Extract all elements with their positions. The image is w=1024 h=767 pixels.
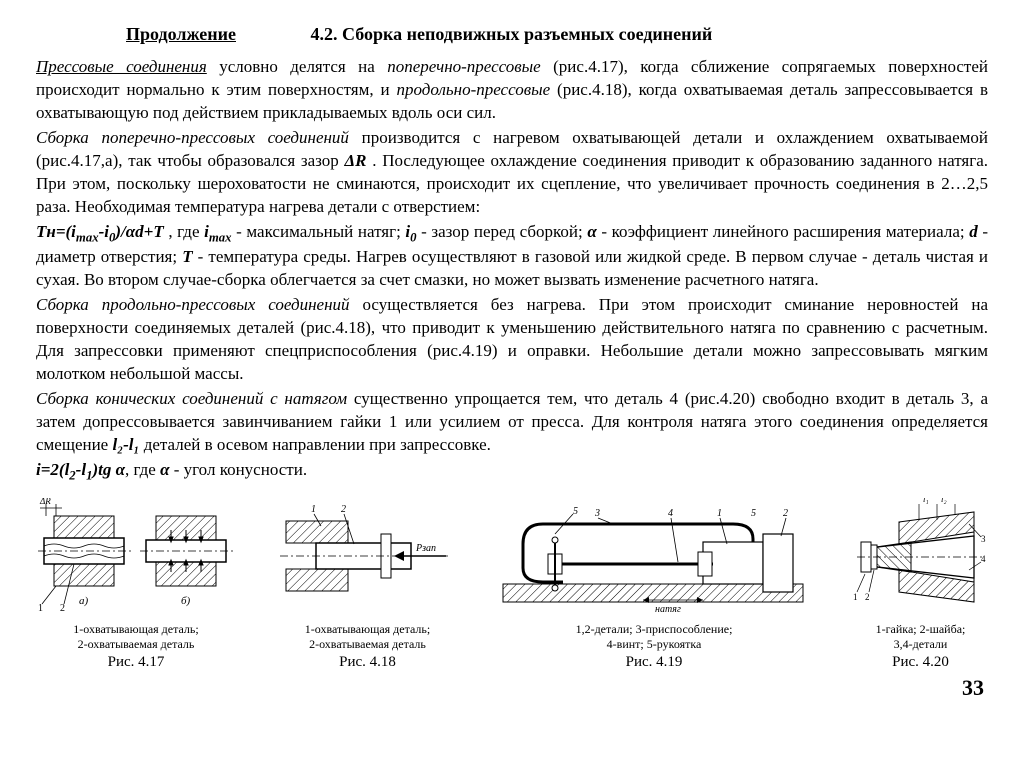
title-section: 4.2. Сборка неподвижных разъемных соедин… bbox=[311, 22, 713, 46]
text: - угол конусности. bbox=[169, 460, 307, 479]
term-transverse-assembly: Сборка поперечно-прессовых соединений bbox=[36, 128, 349, 147]
sym-alpha: α bbox=[587, 222, 596, 241]
figure-4-17-svg: ΔR 1 2 а) bbox=[36, 498, 236, 618]
text: , где bbox=[125, 460, 160, 479]
page-title: Продолжение 4.2. Сборка неподвижных разъ… bbox=[36, 22, 988, 46]
formula-i: i=2(l2-l1)tg α bbox=[36, 460, 125, 479]
term-transverse: поперечно-прессовые bbox=[387, 57, 541, 76]
term-longitudinal-assembly: Сборка продольно-прессовых соединений bbox=[36, 295, 350, 314]
figure-4-19-legend: 1,2-детали; 3-приспособление; 4-винт; 5-… bbox=[499, 622, 809, 651]
svg-text:2: 2 bbox=[865, 592, 870, 602]
svg-text:2: 2 bbox=[341, 504, 346, 515]
svg-text:l₂: l₂ bbox=[941, 498, 947, 504]
figure-4-18-legend: 1-охватывающая деталь; 2-охватываемая де… bbox=[280, 622, 455, 651]
figure-4-20: l₁ l₂ 1 2 3 4 1-гайка; 2-шайба; 3,4-дета… bbox=[853, 498, 988, 671]
text: - коэффициент линейного расширения матер… bbox=[597, 222, 969, 241]
svg-text:5: 5 bbox=[573, 506, 578, 517]
text: - максимальный натяг; bbox=[232, 222, 406, 241]
paragraph-1: Прессовые соединения условно делятся на … bbox=[36, 56, 988, 125]
figure-4-17-label: Рис. 4.17 bbox=[36, 653, 236, 671]
figure-4-19-svg: 3 4 5 5 1 2 натяг bbox=[499, 498, 809, 618]
svg-text:натяг: натяг bbox=[655, 604, 681, 615]
term-longitudinal: продольно-прессовые bbox=[397, 80, 551, 99]
paragraph-4: Сборка продольно-прессовых соединений ос… bbox=[36, 294, 988, 386]
text: условно делятся на bbox=[207, 57, 387, 76]
sym-delta-r: ΔR bbox=[344, 151, 366, 170]
figure-4-19-label: Рис. 4.19 bbox=[499, 653, 809, 671]
svg-text:3: 3 bbox=[981, 534, 986, 544]
paragraph-6: i=2(l2-l1)tg α, где α - угол конусности. bbox=[36, 459, 988, 485]
sym-i0: i0 bbox=[405, 222, 416, 241]
svg-text:а): а) bbox=[79, 595, 89, 607]
figure-4-20-legend: 1-гайка; 2-шайба; 3,4-детали bbox=[853, 622, 988, 651]
sym-l2l1: l₂-l₁ bbox=[112, 435, 139, 454]
figure-4-20-svg: l₁ l₂ 1 2 3 4 bbox=[853, 498, 988, 618]
sym-t: T bbox=[182, 247, 192, 266]
term-press-joints: Прессовые соединения bbox=[36, 57, 207, 76]
text: , где bbox=[164, 222, 204, 241]
figure-4-17: ΔR 1 2 а) bbox=[36, 498, 236, 671]
figure-4-17-legend: 1-охватывающая деталь; 2-охватываемая де… bbox=[36, 622, 236, 651]
term-conical-assembly: Сборка конических соединений с натягом bbox=[36, 389, 347, 408]
paragraph-formula: Tн=(imax-i0)/αd+T , где imax - максималь… bbox=[36, 221, 988, 292]
svg-text:б): б) bbox=[181, 595, 191, 607]
formula-tn: Tн=(imax-i0)/αd+T bbox=[36, 222, 164, 241]
svg-text:1: 1 bbox=[717, 508, 722, 519]
figure-4-20-label: Рис. 4.20 bbox=[853, 653, 988, 671]
paragraph-2: Сборка поперечно-прессовых соединений пр… bbox=[36, 127, 988, 219]
figure-4-18: Pзап 1 2 1-охватывающая деталь; 2-охваты… bbox=[280, 498, 455, 671]
sym-imax: imax bbox=[204, 222, 231, 241]
sym-d: d bbox=[969, 222, 978, 241]
figures-row: ΔR 1 2 а) bbox=[36, 498, 988, 671]
page-number: 33 bbox=[36, 673, 988, 703]
title-continuation: Продолжение bbox=[126, 22, 236, 46]
svg-text:Pзап: Pзап bbox=[415, 543, 436, 554]
svg-text:2: 2 bbox=[60, 603, 65, 614]
svg-text:ΔR: ΔR bbox=[39, 498, 51, 506]
svg-text:5: 5 bbox=[751, 508, 756, 519]
svg-text:2: 2 bbox=[783, 508, 788, 519]
svg-text:4: 4 bbox=[668, 508, 673, 519]
svg-text:3: 3 bbox=[594, 508, 600, 519]
text: - зазор перед сборкой; bbox=[417, 222, 588, 241]
svg-text:1: 1 bbox=[311, 504, 316, 515]
figure-4-18-label: Рис. 4.18 bbox=[280, 653, 455, 671]
svg-text:4: 4 bbox=[981, 554, 986, 564]
paragraph-5: Сборка конических соединений с натягом с… bbox=[36, 388, 988, 457]
svg-text:1: 1 bbox=[853, 592, 858, 602]
svg-text:l₁: l₁ bbox=[923, 498, 929, 504]
svg-text:1: 1 bbox=[38, 603, 43, 614]
figure-4-18-svg: Pзап 1 2 bbox=[280, 498, 455, 618]
figure-4-19: 3 4 5 5 1 2 натяг 1,2-детали; 3-приспосо… bbox=[499, 498, 809, 671]
text: деталей в осевом направлении при запресс… bbox=[139, 435, 490, 454]
